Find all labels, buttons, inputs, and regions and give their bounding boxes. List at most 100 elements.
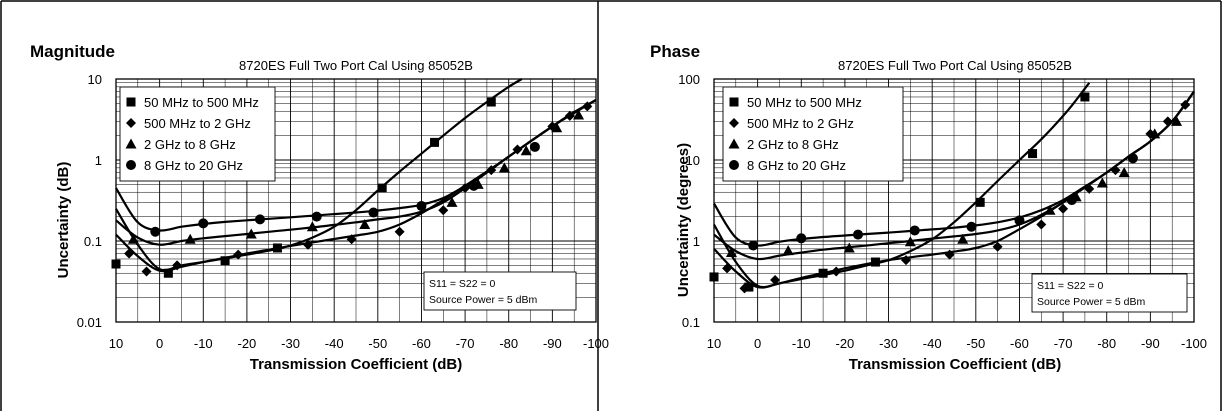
data-point-square bbox=[430, 137, 440, 147]
data-point-square bbox=[163, 268, 173, 278]
data-point-diamond bbox=[460, 183, 471, 194]
x-tick-label: -80 bbox=[499, 336, 518, 351]
x-tick-label: -20 bbox=[836, 336, 855, 351]
y-tick-label: 10 bbox=[686, 153, 700, 168]
marker-group bbox=[709, 92, 1191, 294]
y-tick-label: 0.01 bbox=[77, 315, 102, 330]
data-point-diamond bbox=[1110, 165, 1121, 176]
y-tick-label: 1 bbox=[693, 234, 700, 249]
data-point-diamond bbox=[739, 283, 750, 294]
x-tick-label: -90 bbox=[1141, 336, 1160, 351]
y-tick-label: 100 bbox=[678, 72, 700, 87]
data-point-circle bbox=[796, 233, 807, 244]
legend-marker-triangle bbox=[125, 138, 137, 149]
data-point-square bbox=[870, 257, 880, 267]
legend-entry: 2 GHz to 8 GHz bbox=[747, 137, 839, 152]
data-point-diamond bbox=[564, 110, 575, 121]
y-axis-label: Uncertainty (degrees) bbox=[675, 143, 692, 297]
data-point-circle bbox=[748, 240, 759, 251]
x-tick-label: -70 bbox=[1054, 336, 1073, 351]
x-tick-labels: 10 0 -10 -20 -30 -40 -50 -60 -70 -80 -90 -100 bbox=[109, 336, 609, 351]
x-tick-label: -100 bbox=[1181, 336, 1207, 351]
data-point-diamond bbox=[1084, 183, 1095, 194]
y-tick-label: 0.1 bbox=[84, 234, 102, 249]
y-tick-labels: 0.01 0.1 1 10 bbox=[77, 72, 102, 330]
data-point-triangle bbox=[127, 233, 139, 244]
x-tick-label: 10 bbox=[109, 336, 123, 351]
data-point-square bbox=[818, 268, 828, 278]
data-point-circle bbox=[1014, 215, 1025, 226]
x-tick-label: -60 bbox=[412, 336, 431, 351]
data-point-triangle bbox=[725, 247, 737, 258]
x-tick-label: -80 bbox=[1097, 336, 1116, 351]
data-point-diamond bbox=[394, 226, 405, 237]
data-point-triangle bbox=[1044, 204, 1056, 215]
x-tick-label: -10 bbox=[194, 336, 213, 351]
y-tick-label: 1 bbox=[95, 153, 102, 168]
x-tick-label: -70 bbox=[456, 336, 475, 351]
data-point-diamond bbox=[1036, 219, 1047, 230]
annotation-line-1: S11 = S22 = 0 bbox=[429, 278, 496, 290]
chart-title-phase: 8720ES Full Two Port Cal Using 85052B bbox=[838, 58, 1072, 73]
x-axis-label: Transmission Coefficient (dB) bbox=[250, 356, 463, 373]
data-point-circle bbox=[1066, 195, 1077, 206]
series-group bbox=[115, 78, 597, 273]
series-line-circle bbox=[115, 99, 597, 232]
legend-entry: 50 MHz to 500 MHz bbox=[747, 95, 862, 110]
data-point-diamond bbox=[992, 241, 1003, 252]
data-point-square bbox=[1080, 92, 1090, 102]
data-point-circle bbox=[1127, 153, 1138, 164]
y-axis-label: Uncertainty (dB) bbox=[55, 162, 72, 279]
x-tick-label: -50 bbox=[966, 336, 985, 351]
legend-entry: 50 MHz to 500 MHz bbox=[144, 95, 259, 110]
data-point-circle bbox=[150, 226, 161, 237]
data-point-triangle bbox=[904, 236, 916, 247]
annotation-box: S11 = S22 = 0 Source Power = 5 dBm bbox=[1031, 273, 1188, 313]
legend-marker-diamond bbox=[126, 118, 136, 128]
panel-title-phase: Phase bbox=[650, 42, 700, 61]
x-tick-label: 0 bbox=[754, 336, 761, 351]
x-tick-label: -30 bbox=[281, 336, 300, 351]
data-point-diamond bbox=[944, 249, 955, 260]
data-point-diamond bbox=[1180, 99, 1191, 110]
data-point-square bbox=[1028, 149, 1038, 159]
x-tick-label: -30 bbox=[879, 336, 898, 351]
data-point-diamond bbox=[582, 101, 593, 112]
x-tick-label: -60 bbox=[1010, 336, 1029, 351]
panel-title-magnitude: Magnitude bbox=[30, 42, 115, 61]
data-point-triangle bbox=[446, 196, 458, 207]
data-point-triangle bbox=[184, 233, 196, 244]
data-point-triangle bbox=[551, 122, 563, 133]
data-point-diamond bbox=[901, 255, 911, 266]
data-point-square bbox=[220, 256, 230, 266]
data-point-triangle bbox=[359, 218, 371, 229]
y-tick-labels: 0.1 1 10 100 bbox=[678, 72, 700, 330]
data-point-diamond bbox=[722, 263, 733, 274]
data-point-triangle bbox=[957, 233, 969, 244]
data-point-circle bbox=[909, 225, 920, 236]
data-point-square bbox=[975, 197, 985, 207]
data-point-diamond bbox=[124, 248, 135, 259]
data-point-diamond bbox=[512, 144, 523, 155]
legend-entry: 8 GHz to 20 GHz bbox=[747, 158, 846, 173]
data-point-diamond bbox=[770, 275, 781, 286]
plot-area-border bbox=[115, 78, 597, 323]
data-point-triangle bbox=[1171, 115, 1183, 126]
data-point-circle bbox=[311, 211, 322, 222]
data-point-square bbox=[744, 282, 754, 292]
chart-title-magnitude: 8720ES Full Two Port Cal Using 85052B bbox=[239, 58, 473, 73]
x-tick-label: -20 bbox=[238, 336, 257, 351]
y-tick-label: 10 bbox=[88, 72, 102, 87]
magnitude-panel: Magnitude 8720ES Full Two Port Cal Using… bbox=[30, 42, 609, 373]
x-tick-label: -40 bbox=[923, 336, 942, 351]
data-point-diamond bbox=[233, 249, 244, 260]
data-point-diamond bbox=[141, 266, 152, 277]
legend: 50 MHz to 500 MHz 500 MHz to 2 GHz 2 GHz t… bbox=[119, 86, 276, 182]
data-point-triangle bbox=[245, 228, 257, 239]
legend-entry: 2 GHz to 8 GHz bbox=[144, 137, 236, 152]
data-point-triangle bbox=[843, 242, 855, 253]
phase-panel: Phase 8720ES Full Two Port Cal Using 850… bbox=[650, 42, 1207, 373]
legend-marker-square bbox=[729, 97, 739, 107]
annotation-box: S11 = S22 = 0 Source Power = 5 dBm bbox=[423, 271, 577, 311]
annotation-line-2: Source Power = 5 dBm bbox=[429, 294, 538, 306]
